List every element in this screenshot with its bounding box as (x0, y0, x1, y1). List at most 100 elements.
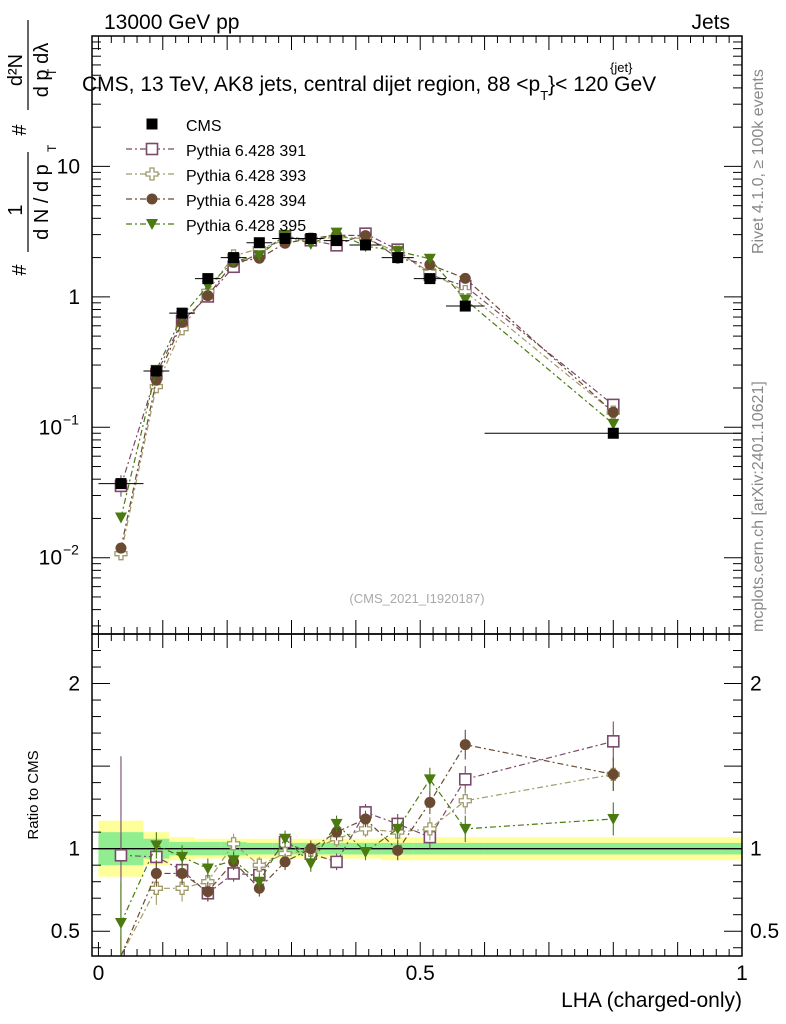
ratio-series-line-1 (120, 773, 614, 957)
ratio-point-1 (175, 881, 189, 895)
ratio-point-3 (607, 813, 620, 825)
title-main: CMS, 13 TeV, AK8 jets, central dijet reg… (82, 73, 540, 96)
header-right: Jets (691, 11, 730, 34)
ratio-point-2 (459, 739, 471, 751)
ratio-point-3 (359, 846, 372, 858)
x-tick-label: 1 (736, 962, 748, 985)
main-point-2 (360, 230, 372, 242)
y-tick-label-main: 10 (39, 547, 62, 570)
legend-label: Pythia 6.428 393 (186, 168, 306, 185)
legend-label: Pythia 6.428 395 (186, 218, 306, 235)
ratio-point-1 (252, 858, 266, 872)
y-label-dn-dpt: d N / d p (31, 164, 53, 240)
main-point-3 (607, 418, 620, 430)
ratio-point-1 (423, 822, 437, 836)
ratio-point-2 (150, 867, 162, 879)
main-point-2 (115, 542, 127, 554)
title-end: }< 120 GeV (548, 73, 656, 96)
ratio-point-3 (176, 851, 189, 863)
title-sup: {jet} (610, 60, 633, 75)
cms-point (279, 233, 291, 245)
ratio-point-3 (279, 833, 292, 845)
y-tick-label-main: 1 (68, 286, 80, 309)
main-point-3 (423, 253, 436, 265)
cms-point (150, 365, 162, 377)
ratio-series-line-3 (120, 778, 614, 924)
main-point-3 (391, 246, 404, 258)
ratio-point-0 (330, 855, 343, 869)
ratio-point-1 (358, 822, 373, 836)
y-tick-label-exp: −1 (63, 411, 79, 427)
cms-point (253, 237, 265, 249)
ratio-frame (91, 633, 743, 957)
y-tick-label-ratio: 2 (68, 673, 80, 696)
y-label-hash-2: # (9, 124, 31, 136)
y-tick-label-exp: −2 (63, 542, 79, 558)
watermark: (CMS_2021_I1920187) (349, 591, 484, 606)
main-series-line-1 (120, 236, 614, 554)
uncertainty-bands (92, 820, 742, 877)
ratio-point-2 (279, 856, 291, 868)
ratio-point-0 (458, 773, 472, 786)
legend-label: Pythia 6.428 394 (186, 193, 306, 210)
ratio-point-2 (424, 796, 436, 808)
ratio-series-line-2 (120, 743, 614, 957)
main-point-3 (330, 227, 343, 239)
main-marks (98, 227, 742, 561)
cms-point (228, 252, 240, 264)
x-tick-label: 0 (93, 962, 105, 985)
main-series-line-2 (120, 234, 614, 549)
y-tick-label-ratio-right: 0.5 (750, 920, 779, 943)
x-tick-label: 0.5 (406, 962, 435, 985)
ratio-point-3 (227, 855, 240, 867)
main-point-2 (150, 374, 162, 386)
legend: CMS Pythia 6.428 391 Pythia 6.428 393 Pythi… (126, 118, 306, 235)
cms-point (176, 307, 188, 319)
main-point-2 (202, 290, 214, 302)
ratio-point-2 (176, 867, 188, 879)
legend-label: Pythia 6.428 391 (186, 143, 306, 160)
ratio-point-3 (391, 823, 404, 835)
y-label-t-1: T (45, 144, 59, 152)
ratio-point-2 (202, 886, 214, 898)
x-axis-label: LHA (charged-only) (561, 989, 742, 1012)
legend-marker (145, 167, 159, 181)
ratio-point-3 (459, 823, 472, 835)
title-sub: T (540, 88, 548, 103)
y-tick-label-ratio-right: 1 (750, 838, 762, 861)
main-point-2 (459, 272, 471, 284)
ratio-point-3 (253, 876, 266, 888)
main-series-line-0 (120, 233, 614, 487)
legend-marker (146, 118, 158, 130)
y-axis-label-main: # 1 d N / d p T # d²N d p dλ T (5, 20, 59, 276)
ratio-point-3 (330, 818, 343, 830)
y-tick-label-ratio-right: 2 (750, 673, 762, 696)
main-series-line-3 (120, 232, 614, 518)
cms-point (115, 478, 127, 490)
legend-marker (146, 219, 158, 230)
y-tick-label-ratio: 1 (68, 838, 80, 861)
ratio-point-3 (201, 863, 214, 875)
main-point-3 (459, 294, 472, 306)
ratio-point-3 (423, 774, 436, 786)
cms-point (331, 235, 343, 247)
cms-point (305, 233, 317, 245)
ratio-point-3 (114, 917, 127, 929)
ratio-point-0 (606, 735, 620, 748)
ratio-point-2 (305, 843, 317, 855)
ratio-point-1 (226, 837, 241, 851)
ratio-point-2 (360, 813, 372, 825)
cms-point (424, 273, 436, 285)
cms-point (459, 300, 471, 312)
side-text-top: Rivet 4.1.0, ≥ 100k events (750, 69, 767, 254)
legend-marker (146, 193, 158, 205)
y-tick-label-main: 10 (57, 155, 80, 178)
header-left: 13000 GeV pp (104, 11, 239, 34)
ratio-point-2 (607, 768, 619, 780)
y-axis-label-ratio: Ratio to CMS (25, 750, 42, 839)
cms-point (360, 239, 372, 251)
y-tick-label-ratio: 0.5 (51, 920, 80, 943)
ratio-point-0 (114, 848, 128, 862)
ratio-point-1 (458, 794, 472, 808)
